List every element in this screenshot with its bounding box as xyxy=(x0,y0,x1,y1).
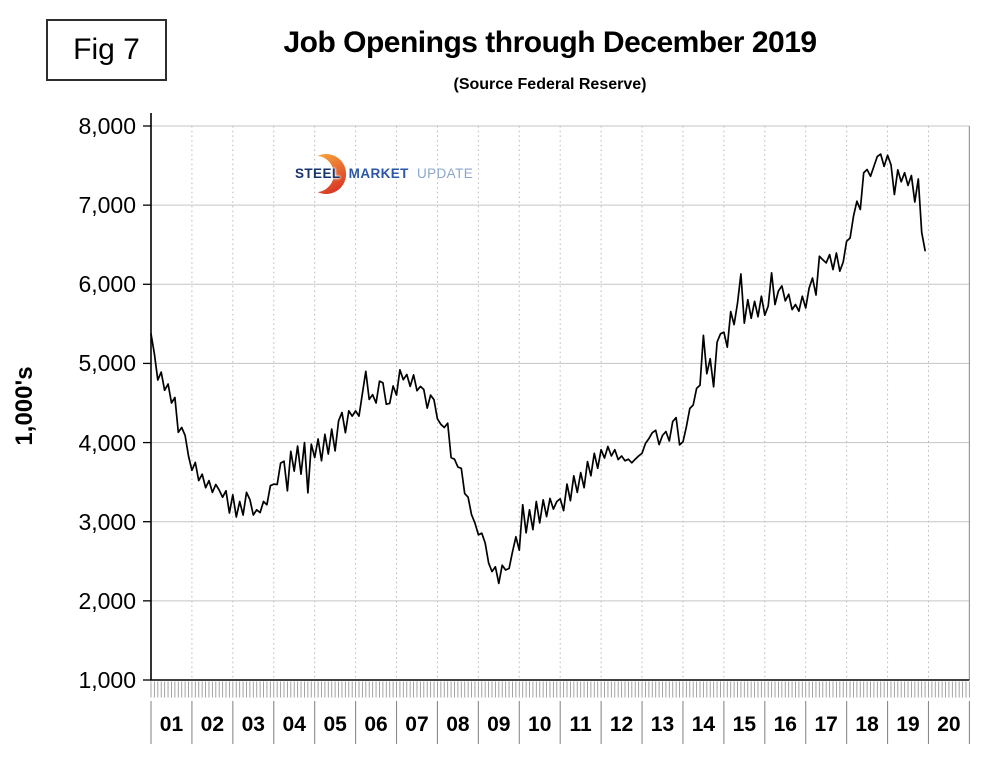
logo-brand-text: STEEL MARKET UPDATE xyxy=(295,166,477,181)
page-title: Job Openings through December 2019 xyxy=(283,26,817,59)
steel-market-update-watermark: STEEL MARKET UPDATE xyxy=(288,148,473,200)
chart-source-subtitle: (Source Federal Reserve) xyxy=(453,76,647,93)
x-tick-label-year: 13 xyxy=(650,713,675,736)
x-tick-label-year: 14 xyxy=(691,713,716,736)
x-tick-label-year: 15 xyxy=(732,713,756,736)
logo-text-update: UPDATE xyxy=(416,166,474,181)
logo-text-market: MARKET xyxy=(348,166,409,181)
x-tick-label-year: 16 xyxy=(773,713,797,736)
logo-swoosh-icon xyxy=(317,154,347,194)
y-tick-label: 4,000 xyxy=(78,429,136,456)
x-tick-label-year: 03 xyxy=(241,713,265,736)
x-tick-label-year: 12 xyxy=(609,713,634,736)
x-tick-label-year: 10 xyxy=(528,713,552,736)
x-tick-label-year: 20 xyxy=(937,713,961,736)
y-tick-label: 2,000 xyxy=(78,587,136,614)
x-tick-label-year: 07 xyxy=(405,713,429,736)
y-tick-label: 7,000 xyxy=(78,192,136,219)
x-tick-label-year: 05 xyxy=(323,713,347,736)
y-tick-label: 8,000 xyxy=(78,113,136,139)
y-tick-label: 1,000 xyxy=(78,667,136,693)
figure-number-box: Fig 7 xyxy=(46,19,167,81)
y-tick-label: 6,000 xyxy=(78,271,136,298)
y-tick-label: 5,000 xyxy=(78,350,136,377)
y-tick-label: 3,000 xyxy=(78,508,136,535)
x-tick-label-year: 08 xyxy=(446,713,470,736)
x-tick-label-year: 04 xyxy=(282,713,306,736)
logo-text-steel: STEEL xyxy=(295,166,341,181)
x-tick-label-year: 18 xyxy=(855,713,879,736)
x-tick-label-year: 06 xyxy=(364,713,388,736)
x-tick-label-year: 02 xyxy=(200,713,225,736)
x-tick-label-year: 19 xyxy=(896,713,920,736)
x-tick-label-year: 01 xyxy=(159,713,184,736)
job-openings-line xyxy=(150,153,926,585)
x-tick-label-year: 17 xyxy=(814,713,838,736)
x-tick-label-year: 09 xyxy=(487,713,511,736)
figure-number: Fig 7 xyxy=(73,33,140,66)
x-tick-label-year: 11 xyxy=(569,713,592,736)
